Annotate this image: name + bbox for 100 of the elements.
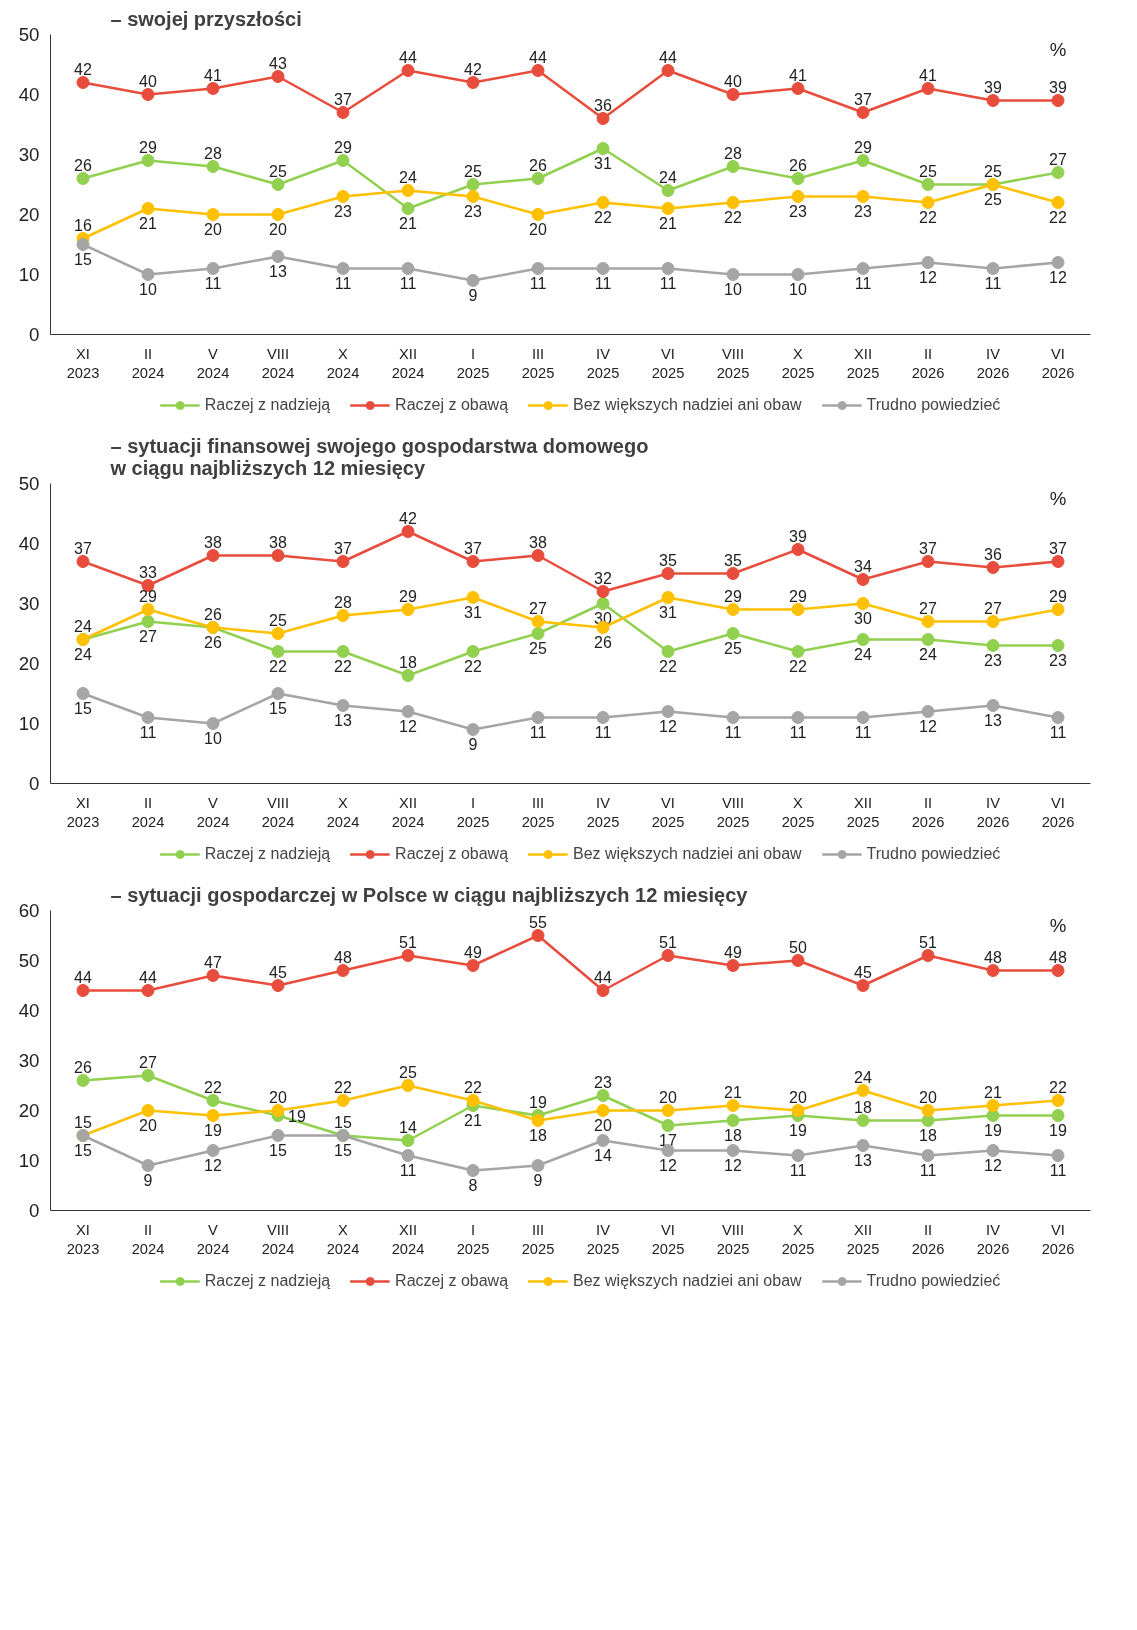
data-label: 27 (1049, 150, 1067, 168)
data-label: 14 (399, 1118, 417, 1136)
data-label: 15 (334, 1141, 352, 1159)
data-label: 42 (464, 60, 482, 78)
data-label: 48 (1049, 948, 1067, 966)
data-label: 26 (529, 156, 547, 174)
data-label: 13 (854, 1151, 872, 1169)
legend-label: Trudno powiedzieć (866, 1272, 1001, 1290)
data-label: 11 (854, 723, 872, 741)
data-label: 24 (919, 645, 937, 663)
data-label: 10 (139, 280, 157, 298)
data-label: 48 (334, 948, 352, 966)
x-tick-label: I 2025 (456, 1221, 490, 1257)
data-label: 39 (984, 78, 1002, 96)
data-label: 11 (724, 723, 742, 741)
data-label: 13 (984, 711, 1002, 729)
legend-label: Raczej z obawą (395, 396, 509, 414)
data-label: 22 (334, 657, 352, 675)
data-label: 25 (529, 639, 547, 657)
x-tick-label: X 2024 (326, 794, 360, 830)
x-tick-label: I 2025 (456, 794, 490, 830)
data-label: 51 (659, 933, 677, 951)
x-tick-label: VI 2026 (1041, 1221, 1075, 1257)
x-tick-label: XII 2024 (391, 794, 425, 830)
data-label: 24 (399, 168, 417, 186)
data-label: 29 (1049, 587, 1067, 605)
data-label: 29 (139, 587, 157, 605)
x-tick-label: II 2026 (911, 1221, 945, 1257)
annotation: % (1049, 914, 1067, 936)
x-tick-label: VI 2025 (651, 345, 685, 381)
data-label: 27 (139, 627, 157, 645)
y-tick-label: 0 (29, 1200, 40, 1221)
data-label: 16 (74, 216, 92, 234)
data-label: 18 (724, 1126, 742, 1144)
chart-title: – swojej przyszłości (110, 7, 302, 30)
data-label: 37 (464, 539, 482, 557)
data-label: 21 (139, 214, 157, 232)
data-label: 22 (1049, 208, 1067, 226)
legend-label: Raczej z nadzieją (204, 1272, 331, 1290)
data-label: 22 (464, 657, 482, 675)
data-label: 23 (334, 202, 352, 220)
legend-label: Raczej z nadzieją (204, 845, 331, 863)
y-tick-label: 0 (29, 324, 40, 345)
x-tick-label: VI 2025 (651, 1221, 685, 1257)
data-label: 28 (334, 593, 352, 611)
data-label: 43 (269, 54, 287, 72)
data-label: 17 (659, 1131, 677, 1149)
data-label: 35 (724, 551, 742, 569)
data-label: 11 (204, 274, 222, 292)
data-label: 15 (74, 1141, 92, 1159)
data-label: 29 (854, 138, 872, 156)
data-label: 41 (204, 66, 222, 84)
data-label: 22 (724, 208, 742, 226)
data-label: 20 (269, 220, 287, 238)
legend-label: Bez większych nadziei ani obaw (573, 845, 802, 863)
legend-label: Bez większych nadziei ani obaw (573, 396, 802, 414)
data-label: 26 (204, 605, 222, 623)
data-label: 44 (399, 48, 417, 66)
x-tick-label: VIII 2025 (716, 794, 750, 830)
data-label: 40 (139, 72, 157, 90)
data-label: 19 (204, 1121, 222, 1139)
data-label: 12 (659, 717, 677, 735)
x-tick-label: II 2024 (131, 794, 165, 830)
data-label: 11 (334, 274, 352, 292)
data-label: 41 (919, 66, 937, 84)
data-label: 36 (594, 96, 612, 114)
x-tick-label: IV 2025 (586, 345, 620, 381)
data-label: 21 (659, 214, 677, 232)
data-label: 14 (594, 1146, 612, 1164)
data-label: 26 (594, 633, 612, 651)
y-tick-label: 30 (18, 1050, 40, 1071)
data-label: 15 (269, 699, 287, 717)
y-tick-label: 10 (18, 264, 40, 285)
data-label: 29 (334, 138, 352, 156)
data-label: 18 (529, 1126, 547, 1144)
data-label: 15 (269, 1141, 287, 1159)
data-label: 29 (789, 587, 807, 605)
data-label: 44 (139, 968, 157, 986)
x-tick-label: III 2025 (521, 794, 555, 830)
data-label: 9 (468, 735, 478, 753)
y-tick-label: 50 (18, 24, 40, 45)
annotation: % (1049, 487, 1067, 509)
x-tick-label: III 2025 (521, 345, 555, 381)
chart-title: – sytuacji gospodarczej w Polsce w ciągu najbliższych 12 miesięcy (110, 883, 749, 906)
x-tick-label: XI 2023 (66, 1221, 100, 1257)
data-label: 36 (984, 545, 1002, 563)
data-label: 15 (74, 250, 92, 268)
data-label: 49 (724, 943, 742, 961)
data-label: 28 (724, 144, 742, 162)
y-tick-label: 40 (18, 533, 40, 554)
x-tick-label: XII 2025 (846, 1221, 880, 1257)
x-tick-label: X 2025 (781, 794, 815, 830)
x-tick-label: V 2024 (196, 794, 230, 830)
x-tick-label: IV 2025 (586, 794, 620, 830)
x-tick-label: VIII 2024 (261, 345, 295, 381)
data-label: 31 (464, 603, 482, 621)
data-label: 26 (789, 156, 807, 174)
data-label: 38 (269, 533, 287, 551)
data-label: 35 (659, 551, 677, 569)
x-tick-label: XII 2024 (391, 1221, 425, 1257)
